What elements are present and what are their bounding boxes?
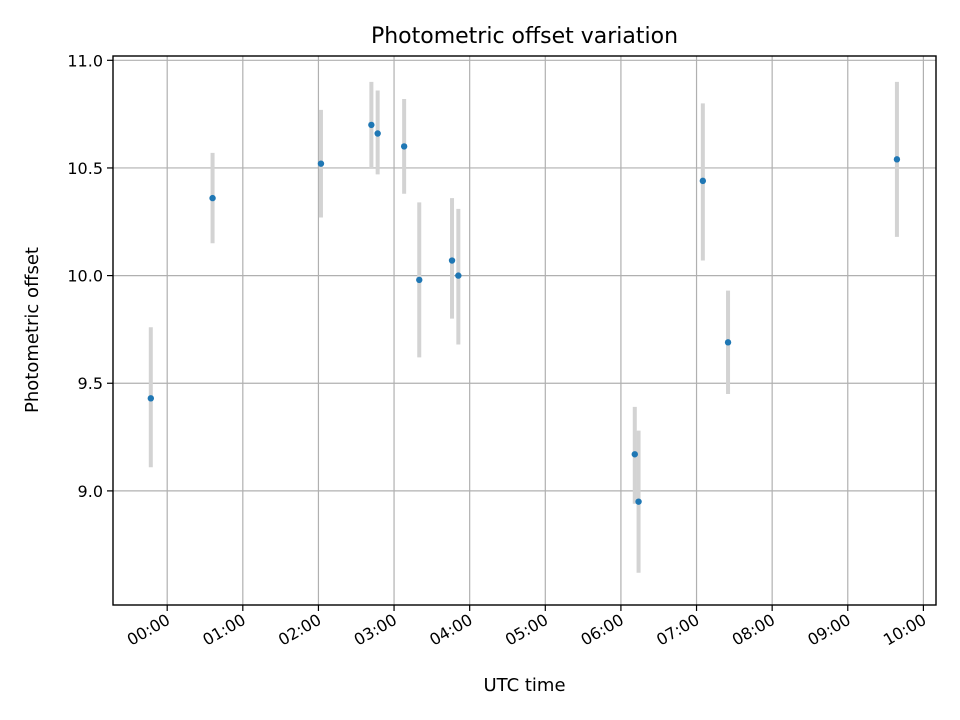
data-point: [455, 272, 462, 279]
y-tick-label: 10.5: [67, 159, 103, 178]
x-axis-ticks: 00:00 01:00 02:00 03:00 04:00 05:00 06:00 07:00…: [124, 605, 929, 650]
x-tick-label: 06:00: [577, 610, 626, 650]
error-bars: [148, 81, 899, 573]
data-point: [147, 395, 155, 402]
data-point: [893, 156, 901, 163]
x-axis-label: UTC time: [483, 675, 565, 696]
x-tick-label: 03:00: [351, 610, 400, 650]
x-tick-label: 09:00: [804, 610, 853, 650]
y-axis-ticks: 9.0 9.5 10.0 10.5 11.0: [67, 51, 113, 501]
x-tick-label: 01:00: [199, 610, 248, 650]
x-tick-label: 00:00: [124, 610, 173, 650]
data-point: [448, 257, 456, 264]
data-point: [724, 339, 732, 346]
data-point: [400, 143, 408, 150]
data-point: [317, 160, 325, 167]
grid: [113, 56, 936, 605]
data-point: [368, 121, 375, 129]
plot-frame: [112, 55, 937, 606]
x-tick-label: 04:00: [426, 610, 475, 650]
y-tick-label: 11.0: [67, 51, 103, 70]
data-point: [699, 177, 707, 185]
x-tick-label: 07:00: [653, 610, 702, 650]
data-point: [635, 498, 642, 505]
data-point: [416, 276, 423, 284]
x-tick-label: 10:00: [880, 610, 929, 650]
x-tick-label: 05:00: [502, 610, 551, 650]
chart-title: Photometric offset variation: [371, 24, 678, 49]
data-points: [147, 121, 901, 505]
y-tick-label: 10.0: [67, 267, 103, 286]
y-tick-label: 9.5: [78, 374, 103, 393]
y-tick-label: 9.0: [78, 482, 103, 501]
x-tick-label: 08:00: [729, 610, 778, 650]
x-tick-label: 02:00: [275, 610, 324, 650]
data-point: [374, 130, 381, 137]
data-point: [209, 194, 216, 202]
y-axis-label: Photometric offset: [22, 247, 43, 413]
data-point: [631, 451, 638, 458]
